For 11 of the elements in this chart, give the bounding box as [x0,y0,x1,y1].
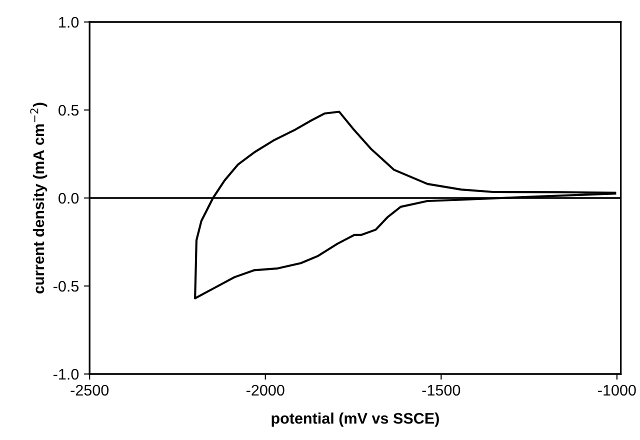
y-tick-label: -0.5 [54,280,79,292]
x-tick-label: -2500 [70,384,109,396]
x-tick-label: -2000 [246,384,284,396]
y-tick-label: -1.0 [54,368,79,380]
y-tick-label: 0.5 [58,104,79,116]
y-tick-label: 1.0 [59,16,79,28]
y-tick-label: 0.0 [58,192,79,204]
x-tick-label: -1500 [422,384,460,396]
x-tick-label: -1000 [598,384,636,396]
y-axis-title: current density (mA cm$^{−2}$) [30,102,48,294]
x-axis-title: potential (mV vs SSCE) [272,412,439,427]
